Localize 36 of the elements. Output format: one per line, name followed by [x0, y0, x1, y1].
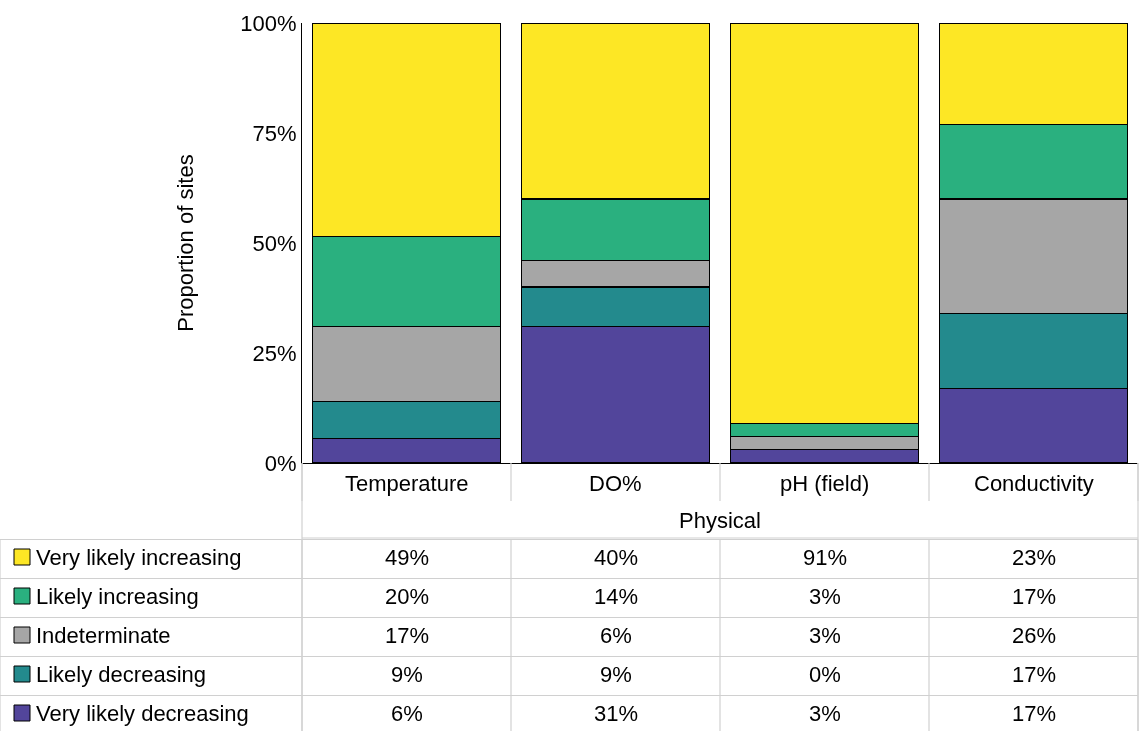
y-tick-label: 25%: [252, 340, 297, 366]
data-label: 6%: [391, 701, 423, 726]
legend-label: Likely increasing: [36, 584, 199, 609]
data-label: 49%: [385, 545, 430, 570]
x-tick-label: pH (field): [780, 471, 870, 496]
y-tick-label: 75%: [252, 120, 297, 146]
data-label: 17%: [1012, 662, 1057, 687]
data-label: 20%: [385, 584, 430, 609]
data-label: 14%: [594, 584, 639, 609]
x-tick-label: Temperature: [345, 471, 469, 496]
data-label: 9%: [600, 662, 632, 687]
data-label: 26%: [1012, 623, 1057, 648]
data-label: 31%: [594, 701, 639, 726]
y-tick-label: 100%: [240, 10, 297, 36]
x-axis-title: Physical: [679, 508, 761, 533]
x-tick-label: Conductivity: [974, 471, 1094, 496]
data-label: 3%: [809, 584, 841, 609]
data-label: 17%: [385, 623, 430, 648]
data-label: 0%: [809, 662, 841, 687]
y-axis-title: Proportion of sites: [173, 154, 199, 332]
legend-label: Very likely increasing: [36, 545, 242, 570]
data-label: 91%: [803, 545, 848, 570]
data-label: 23%: [1012, 545, 1057, 570]
data-label: 3%: [809, 701, 841, 726]
data-label: 6%: [600, 623, 632, 648]
legend-label: Indeterminate: [36, 623, 171, 648]
legend-label: Likely decreasing: [36, 662, 206, 687]
data-label: 17%: [1012, 584, 1057, 609]
y-tick-label: 0%: [264, 450, 297, 476]
x-tick-label: DO%: [589, 471, 642, 496]
y-tick-label: 50%: [252, 230, 297, 256]
data-label: 17%: [1012, 701, 1057, 726]
data-label: 9%: [391, 662, 423, 687]
data-label: 3%: [809, 623, 841, 648]
data-label: 40%: [594, 545, 639, 570]
legend-label: Very likely decreasing: [36, 701, 249, 726]
